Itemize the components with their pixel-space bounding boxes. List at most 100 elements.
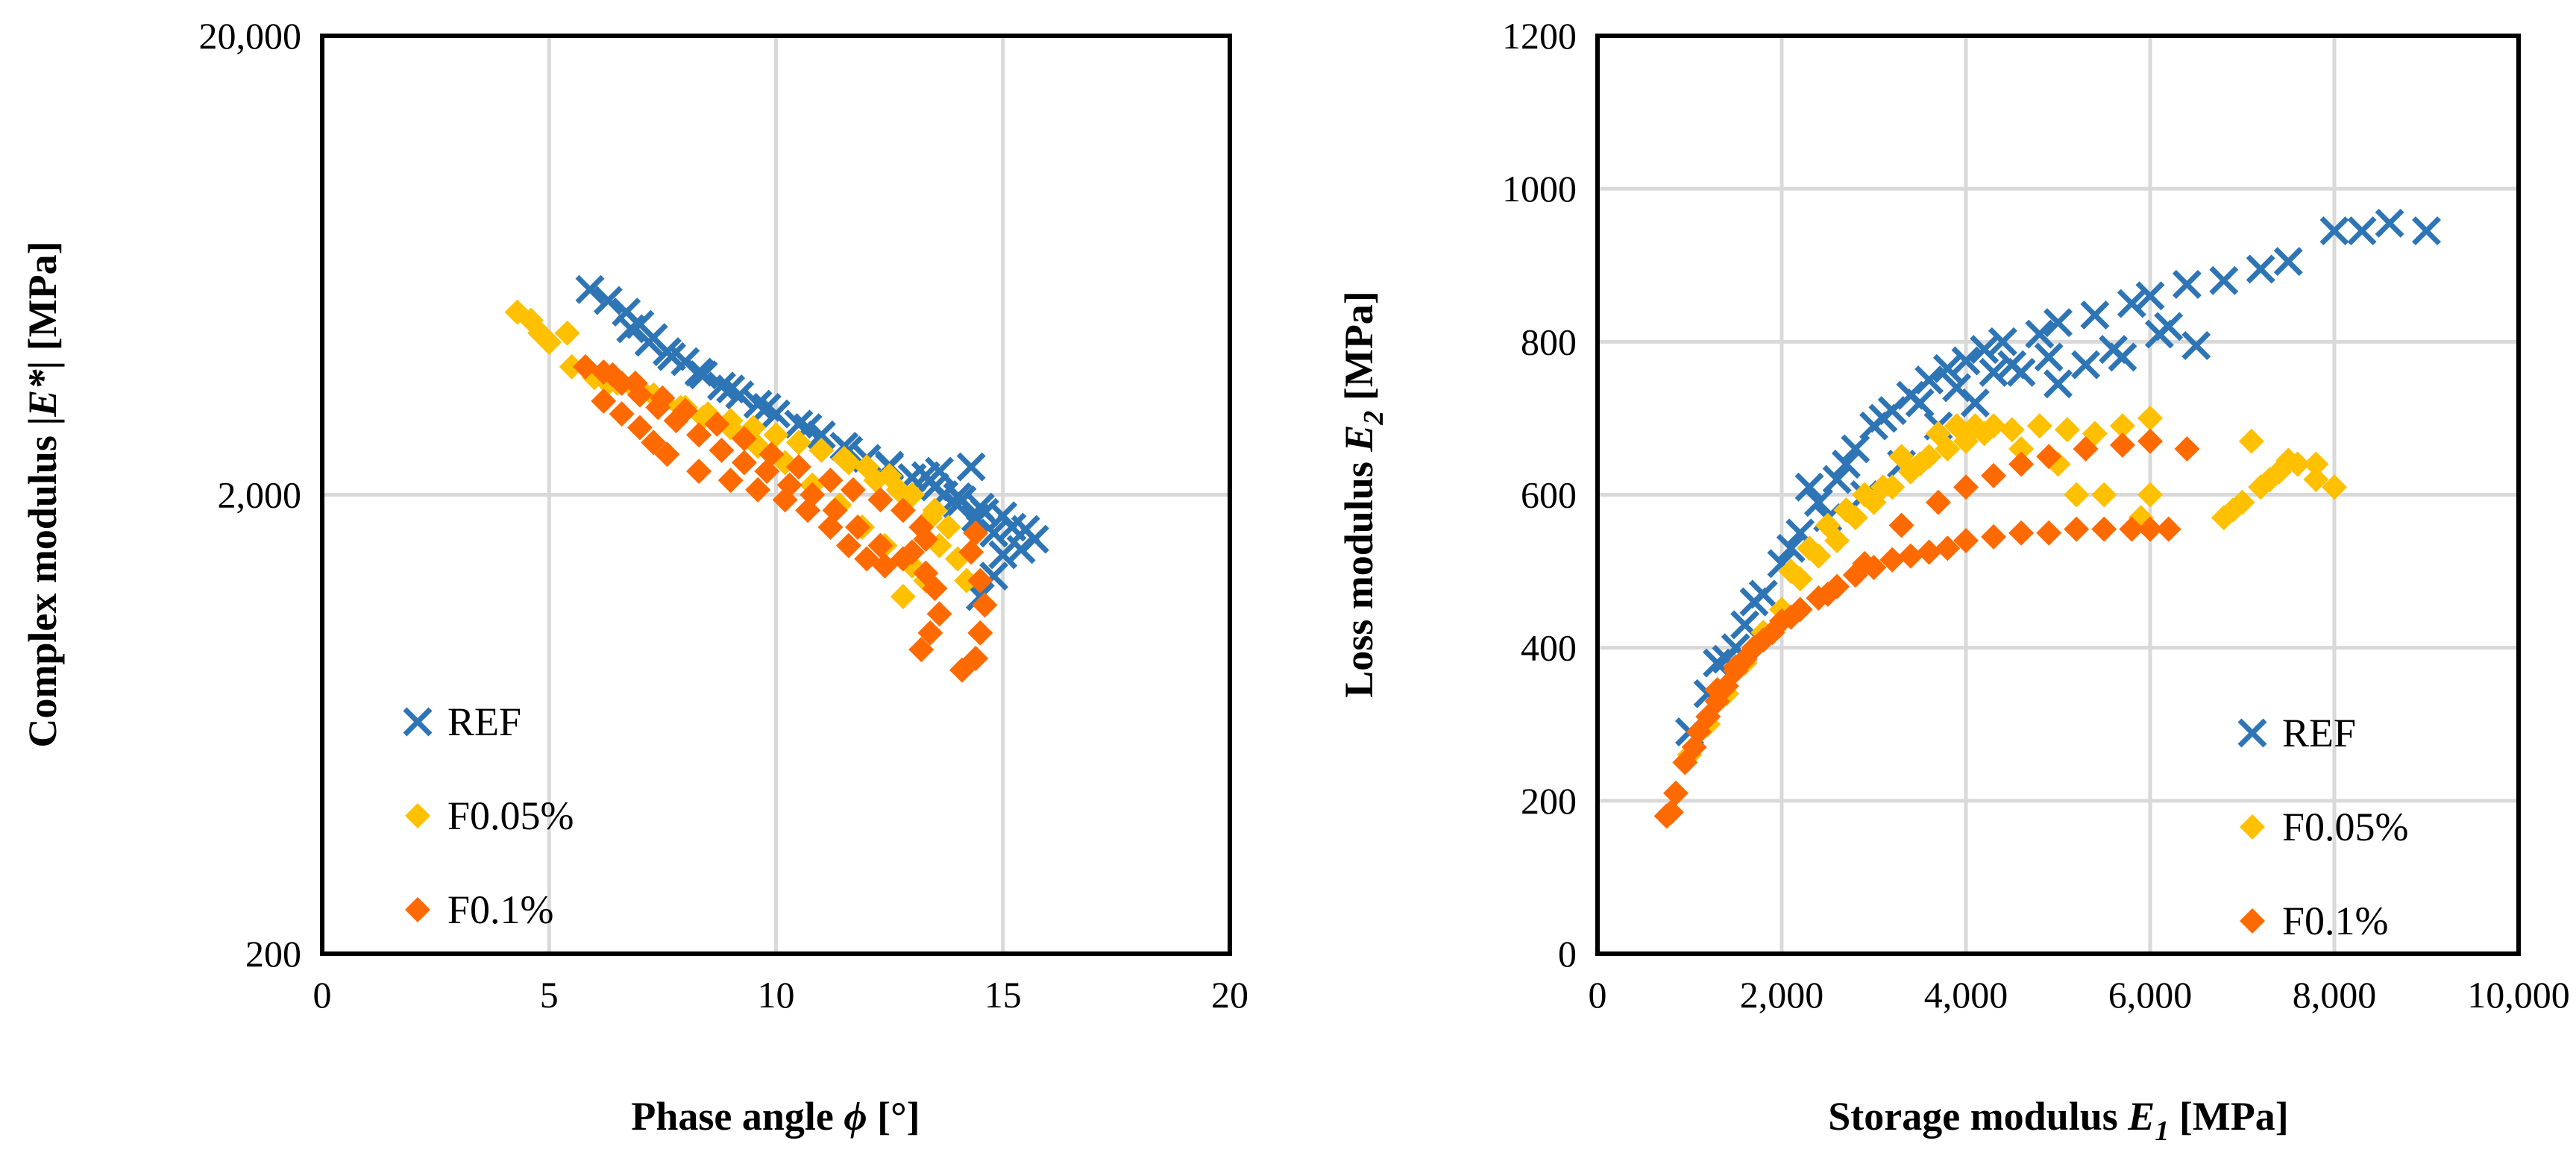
data-point — [954, 567, 980, 594]
data-point — [686, 459, 712, 485]
x-tick-label: 10,000 — [2467, 974, 2570, 1016]
data-point — [2034, 342, 2064, 372]
x-tick-labels: 0 5 10 15 20 — [313, 974, 1249, 1016]
data-point — [1999, 417, 2025, 443]
data-point — [1776, 533, 1806, 563]
data-point — [2117, 289, 2146, 318]
data-point — [817, 514, 844, 540]
data-point — [2064, 516, 2090, 542]
series-ref — [1675, 208, 2441, 746]
data-point — [899, 539, 926, 565]
data-point — [1870, 474, 1896, 500]
data-point — [2303, 451, 2329, 477]
data-point — [1932, 353, 1962, 383]
x-axis-title: Storage modulus E1 [MPa] — [1828, 1094, 2289, 1147]
data-point — [917, 620, 943, 646]
data-point — [2319, 216, 2349, 246]
data-point — [1739, 587, 1769, 617]
data-point — [1704, 677, 1730, 703]
legend: REF F0.05% F0.1% — [403, 699, 574, 932]
data-point — [835, 532, 861, 559]
data-point — [2080, 300, 2110, 330]
data-point — [1914, 365, 1944, 395]
data-point — [1944, 413, 1970, 439]
x-axis-title: Phase angle ϕ [°] — [631, 1094, 920, 1139]
y-tick-label: 400 — [1521, 627, 1577, 669]
data-point — [575, 274, 605, 304]
data-point — [1935, 535, 1961, 561]
data-point — [817, 468, 844, 494]
data-point — [1907, 451, 1933, 477]
data-point — [1888, 512, 1914, 538]
data-point — [2273, 247, 2303, 277]
y-tick-labels: 200 2,000 20,000 — [199, 15, 302, 975]
data-point — [2220, 497, 2246, 523]
data-point — [2137, 516, 2163, 542]
data-point — [922, 576, 948, 602]
data-point — [784, 409, 814, 439]
data-point — [609, 401, 635, 427]
data-point — [863, 468, 889, 494]
data-point — [1879, 547, 1906, 573]
data-points — [504, 274, 1049, 683]
data-point — [2181, 330, 2211, 360]
y-tick-label: 600 — [1521, 474, 1577, 516]
data-point — [1797, 535, 1823, 561]
data-point — [963, 645, 989, 671]
data-point — [536, 329, 562, 355]
data-point — [2008, 451, 2035, 477]
data-point — [591, 388, 617, 414]
data-point — [2071, 350, 2101, 380]
data-point — [963, 520, 989, 546]
x-tick-label: 5 — [540, 974, 559, 1016]
plot-frame — [320, 34, 1232, 956]
x-tick-label: 6,000 — [2108, 974, 2193, 1016]
data-point — [2135, 281, 2165, 311]
data-point — [2026, 413, 2052, 439]
data-point — [835, 450, 861, 476]
data-point — [785, 430, 811, 456]
gridlines — [322, 36, 1230, 954]
data-point — [997, 512, 1027, 542]
y-tick-label: 1000 — [1502, 168, 1577, 210]
legend-label-ref: REF — [2282, 711, 2356, 755]
y-tick-label: 20,000 — [199, 15, 302, 57]
data-point — [2209, 265, 2239, 295]
data-point — [1868, 403, 1898, 433]
data-point — [972, 592, 998, 618]
y-axis-title: Loss modulus E2 [MPa] — [1336, 291, 1389, 698]
data-point — [704, 411, 730, 437]
data-point — [2099, 335, 2129, 365]
data-point — [1981, 462, 2007, 488]
x-tick-label: 20 — [1211, 974, 1248, 1016]
data-point — [684, 357, 714, 387]
data-point — [752, 392, 782, 422]
data-point — [634, 327, 664, 357]
data-point — [2275, 447, 2302, 474]
data-point — [1831, 449, 1861, 479]
data-point — [2154, 312, 2184, 342]
data-point — [2008, 435, 2035, 462]
data-point — [650, 385, 676, 411]
data-point — [1815, 512, 1841, 538]
data-point — [2036, 444, 2062, 470]
data-point — [2137, 428, 2163, 454]
data-point — [1988, 327, 2017, 356]
series-f0-1 — [572, 353, 998, 683]
data-point — [2137, 482, 2163, 508]
data-point — [867, 487, 893, 513]
data-point — [890, 497, 916, 523]
data-point — [967, 567, 993, 594]
data-point — [1006, 535, 1036, 564]
data-point — [2043, 369, 2073, 399]
x-tick-label: 10 — [758, 974, 795, 1016]
data-point — [2008, 520, 2035, 546]
data-point — [2174, 435, 2200, 462]
data-point — [2025, 319, 2055, 349]
data-point — [707, 371, 736, 401]
data-point — [559, 353, 585, 380]
data-point — [1979, 357, 2008, 387]
data-point — [2375, 208, 2404, 238]
y-axis-title: Complex modulus |E*| [MPa] — [20, 241, 65, 747]
